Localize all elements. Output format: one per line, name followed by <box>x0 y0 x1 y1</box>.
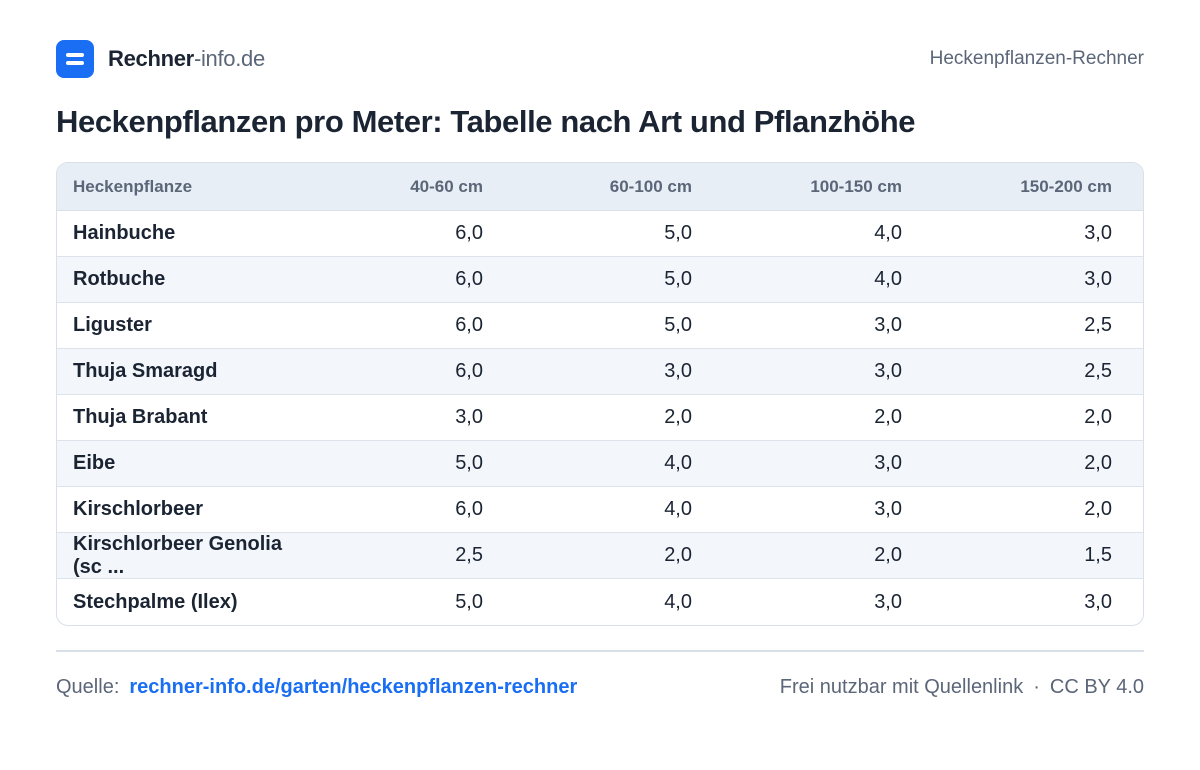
plants-per-meter-value: 5,0 <box>664 314 692 336</box>
plant-name: Thuja Brabant <box>73 406 208 428</box>
plants-per-meter-value: 1,5 <box>1084 544 1112 566</box>
column-header-60-100: 60-100 cm <box>609 176 692 196</box>
plants-per-meter-value: 2,0 <box>874 544 902 566</box>
brand-name-strong: Rechner <box>108 46 194 71</box>
plant-name: Hainbuche <box>73 222 176 244</box>
table-row: Kirschlorbeer 6,0 4,0 3,0 2,0 <box>57 487 1143 533</box>
plant-name: Kirschlorbeer Genolia (sc ... <box>73 532 282 578</box>
logo-icon <box>56 40 94 78</box>
plants-per-meter-value: 4,0 <box>664 590 692 613</box>
table-row: Hainbuche 6,0 5,0 4,0 3,0 <box>57 211 1143 257</box>
plants-per-meter-value: 6,0 <box>455 222 483 244</box>
plants-per-meter-value: 2,0 <box>874 406 902 428</box>
table-row: Kirschlorbeer Genolia (sc ... 2,5 2,0 2,0 1,… <box>57 533 1143 579</box>
table-header: Heckenpflanze 40-60 cm 60-100 cm 100-150… <box>57 163 1143 211</box>
plants-per-meter-value: 3,0 <box>874 314 902 336</box>
source-link[interactable]: rechner-info.de/garten/heckenpflanzen-re… <box>129 676 578 698</box>
plants-per-meter-value: 5,0 <box>455 590 483 613</box>
usage-note: Frei nutzbar mit Quellenlink <box>779 676 1024 698</box>
plants-per-meter-value: 4,0 <box>664 452 692 474</box>
plants-per-meter-value: 3,0 <box>874 360 902 382</box>
plant-name: Thuja Smaragd <box>73 360 218 382</box>
table-row: Eibe 5,0 4,0 3,0 2,0 <box>57 441 1143 487</box>
table-row: Rotbuche 6,0 5,0 4,0 3,0 <box>57 257 1143 303</box>
plant-name: Stechpalme (Ilex) <box>73 590 238 613</box>
plants-per-meter-value: 2,0 <box>1084 498 1112 520</box>
license-info: Frei nutzbar mit Quellenlink · CC BY 4.0 <box>780 676 1144 699</box>
footer: Quelle: rechner-info.de/garten/heckenpfl… <box>56 676 1144 699</box>
plants-per-meter-value: 2,0 <box>664 406 692 428</box>
brand[interactable]: Rechner-info.de <box>56 40 265 78</box>
plants-per-meter-value: 6,0 <box>455 360 483 382</box>
table-row: Liguster 6,0 5,0 3,0 2,5 <box>57 303 1143 349</box>
source: Quelle: rechner-info.de/garten/heckenpfl… <box>56 676 577 699</box>
plants-per-meter-value: 2,5 <box>1084 360 1112 382</box>
column-header-40-60: 40-60 cm <box>410 176 483 196</box>
plant-name: Kirschlorbeer <box>73 498 204 520</box>
footer-divider <box>56 650 1144 652</box>
plants-per-meter-value: 3,0 <box>1084 222 1112 244</box>
separator: · <box>1033 676 1040 698</box>
plants-per-meter-value: 2,0 <box>1084 452 1112 474</box>
table-row: Thuja Smaragd 6,0 3,0 3,0 2,5 <box>57 349 1143 395</box>
plants-per-meter-value: 5,0 <box>664 268 692 290</box>
column-header-150-200: 150-200 cm <box>1020 176 1112 196</box>
plants-per-meter-value: 6,0 <box>455 498 483 520</box>
plants-per-meter-value: 3,0 <box>1084 268 1112 290</box>
plants-per-meter-value: 3,0 <box>1084 590 1112 613</box>
plants-per-meter-value: 4,0 <box>664 498 692 520</box>
plant-name: Eibe <box>73 452 116 474</box>
plants-per-meter-value: 4,0 <box>874 268 902 290</box>
table-body: Hainbuche 6,0 5,0 4,0 3,0 Rotbuche 6,0 5,0 4,0 3,… <box>57 211 1143 625</box>
plant-name: Liguster <box>73 314 152 336</box>
plants-per-meter-value: 2,5 <box>1084 314 1112 336</box>
license-label: CC BY 4.0 <box>1049 676 1144 698</box>
plants-per-meter-value: 6,0 <box>455 314 483 336</box>
plants-per-meter-value: 3,0 <box>874 590 902 613</box>
column-header-100-150: 100-150 cm <box>810 176 902 196</box>
plants-per-meter-value: 5,0 <box>455 452 483 474</box>
plants-per-meter-value: 6,0 <box>455 268 483 290</box>
table-row: Thuja Brabant 3,0 2,0 2,0 2,0 <box>57 395 1143 441</box>
source-label: Quelle: <box>56 676 120 698</box>
plants-per-meter-value: 3,0 <box>874 498 902 520</box>
plants-per-meter-value: 3,0 <box>455 406 483 428</box>
column-header-plant: Heckenpflanze <box>73 176 193 196</box>
plants-table: Heckenpflanze 40-60 cm 60-100 cm 100-150… <box>56 162 1144 626</box>
page-label: Heckenpflanzen-Rechner <box>929 48 1144 69</box>
brand-name-light: -info.de <box>193 46 265 71</box>
table-row: Stechpalme (Ilex) 5,0 4,0 3,0 3,0 <box>57 579 1143 625</box>
page-title: Heckenpflanzen pro Meter: Tabelle nach A… <box>56 104 916 139</box>
brand-name: Rechner-info.de <box>108 46 265 72</box>
plants-per-meter-value: 3,0 <box>874 452 902 474</box>
plants-per-meter-value: 2,0 <box>1084 406 1112 428</box>
plant-name: Rotbuche <box>73 268 166 290</box>
plants-per-meter-value: 3,0 <box>664 360 692 382</box>
plants-per-meter-value: 2,5 <box>455 544 483 566</box>
plants-per-meter-value: 5,0 <box>664 222 692 244</box>
plants-per-meter-value: 4,0 <box>874 222 902 244</box>
plants-per-meter-value: 2,0 <box>664 544 692 566</box>
site-header: Rechner-info.de Heckenpflanzen-Rechner <box>56 40 1144 78</box>
